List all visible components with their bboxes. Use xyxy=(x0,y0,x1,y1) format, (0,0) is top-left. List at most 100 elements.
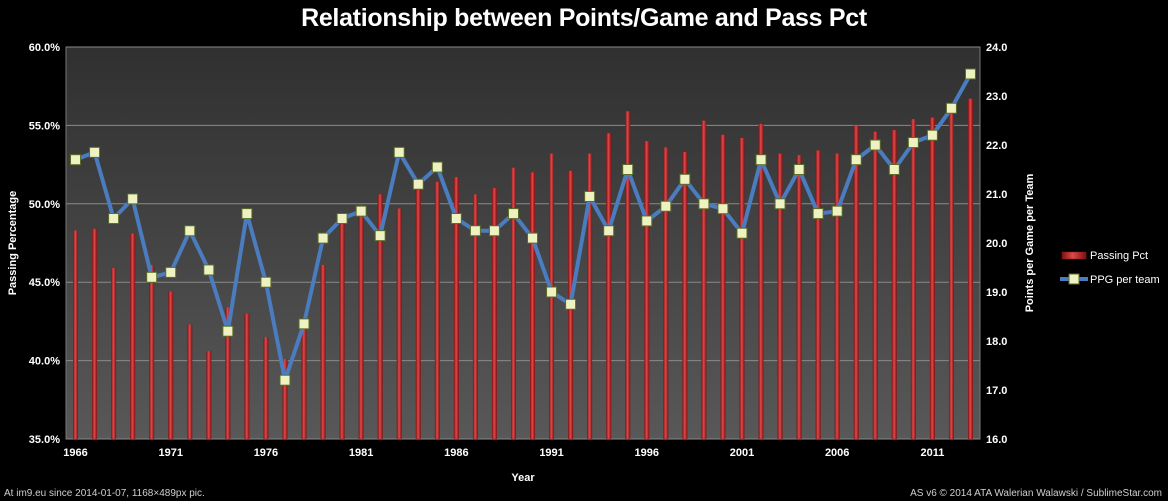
bar xyxy=(339,217,345,439)
x-tick-label: 2001 xyxy=(730,447,754,459)
bar xyxy=(111,268,117,439)
bar xyxy=(587,153,593,439)
bar xyxy=(320,264,326,439)
ppg-marker xyxy=(355,205,367,217)
bar xyxy=(491,188,497,439)
ppg-marker xyxy=(165,266,177,278)
bar xyxy=(244,313,250,439)
ppg-marker xyxy=(622,164,634,175)
bar xyxy=(701,120,707,440)
bar xyxy=(815,150,821,439)
ppg-marker xyxy=(831,205,843,217)
bar xyxy=(168,291,174,439)
x-tick-label: 1986 xyxy=(444,447,468,459)
y-tick-label: 60.0% xyxy=(29,42,60,54)
ppg-marker xyxy=(698,198,710,210)
ppg-marker xyxy=(774,198,786,210)
bar xyxy=(282,359,288,439)
bar xyxy=(434,181,440,439)
bar xyxy=(472,194,478,439)
ppg-marker xyxy=(565,298,577,310)
chart-title: Relationship between Points/Game and Pas… xyxy=(301,4,867,32)
bar xyxy=(644,141,650,439)
x-tick-label: 1966 xyxy=(63,447,87,459)
ppg-marker xyxy=(146,271,158,283)
ppg-marker xyxy=(888,164,900,175)
bar xyxy=(777,153,783,439)
ppg-marker xyxy=(260,276,272,288)
bar xyxy=(263,337,269,439)
bar xyxy=(967,98,973,439)
ppg-marker xyxy=(70,154,82,166)
bar xyxy=(530,172,536,439)
bar xyxy=(929,117,935,439)
ppg-marker xyxy=(964,68,976,80)
bar xyxy=(377,194,383,439)
x-tick-label: 1976 xyxy=(254,447,278,459)
bar xyxy=(92,228,98,439)
ppg-marker xyxy=(736,227,748,239)
bar xyxy=(834,153,840,439)
ppg-marker xyxy=(603,225,615,237)
ppg-marker xyxy=(184,225,196,237)
bar xyxy=(948,103,954,439)
ppg-marker xyxy=(812,208,824,220)
y2-tick-label: 21.0 xyxy=(986,189,1007,201)
y2-tick-label: 18.0 xyxy=(986,336,1007,348)
legend: Passing Pct PPG per team xyxy=(1060,250,1160,286)
legend-swatch-passing-pct xyxy=(1061,251,1087,260)
ppg-marker xyxy=(336,213,348,224)
ppg-marker xyxy=(679,173,691,185)
bar xyxy=(130,233,136,439)
y2-tick-label: 23.0 xyxy=(986,91,1007,103)
y2-tick-label: 22.0 xyxy=(986,140,1007,152)
y-tick-label: 50.0% xyxy=(29,199,60,211)
ppg-marker xyxy=(241,208,253,220)
ppg-marker xyxy=(89,146,101,158)
bar xyxy=(625,111,631,440)
ppg-marker xyxy=(546,286,558,298)
footer-right: AS v6 © 2014 ATA Walerian Walawski / Sub… xyxy=(910,488,1162,499)
ppg-marker xyxy=(584,190,596,202)
legend-swatch-ppg-marker xyxy=(1068,273,1080,285)
y2-tick-label: 20.0 xyxy=(986,238,1007,250)
bar xyxy=(225,307,231,439)
y2-tick-label: 16.0 xyxy=(986,434,1007,446)
bar xyxy=(73,230,79,439)
bar xyxy=(853,125,859,440)
bar xyxy=(739,137,745,439)
ppg-marker xyxy=(412,178,424,190)
y2-tick-label: 24.0 xyxy=(986,42,1007,54)
y2-tick-label: 19.0 xyxy=(986,287,1007,299)
ppg-marker xyxy=(755,154,767,166)
legend-label-ppg: PPG per team xyxy=(1090,274,1160,286)
ppg-marker xyxy=(222,325,234,337)
bar xyxy=(510,167,516,439)
bar xyxy=(396,208,402,439)
x-tick-label: 1971 xyxy=(158,447,182,459)
bar xyxy=(415,186,421,439)
bar xyxy=(910,119,916,440)
ppg-marker xyxy=(926,129,938,141)
bar xyxy=(187,324,193,439)
ppg-marker xyxy=(850,154,862,166)
ppg-marker xyxy=(298,318,310,330)
x-tick-label: 1991 xyxy=(539,447,563,459)
ppg-marker xyxy=(317,232,329,244)
bar xyxy=(720,134,726,440)
ppg-marker xyxy=(393,146,405,158)
legend-label-passing-pct: Passing Pct xyxy=(1090,250,1148,262)
y2-axis-title: Points per Game per Team xyxy=(1024,174,1036,313)
ppg-marker xyxy=(793,164,805,175)
ppg-marker xyxy=(469,225,481,237)
ppg-marker xyxy=(450,213,462,224)
ppg-marker xyxy=(507,208,519,220)
y-axis-title: Passing Percentage xyxy=(7,191,19,296)
y-tick-label: 35.0% xyxy=(29,434,60,446)
bar xyxy=(682,152,688,439)
ppg-marker xyxy=(641,215,653,227)
y-tick-label: 40.0% xyxy=(29,356,60,368)
bar xyxy=(758,123,764,439)
x-axis-title: Year xyxy=(511,472,535,484)
